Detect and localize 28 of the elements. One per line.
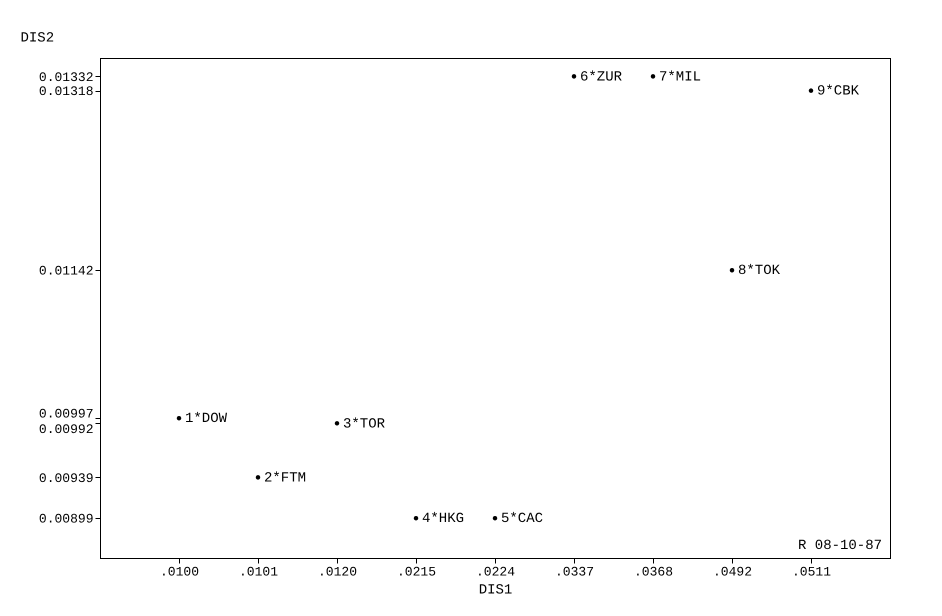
x-tick-label: .0120 <box>318 564 358 580</box>
series-label: 9*CBK <box>817 84 860 100</box>
series-label: 6*ZUR <box>580 69 623 86</box>
y-tick-label: 0.00992 <box>38 422 94 437</box>
y-tick-label: 0.01332 <box>38 70 94 85</box>
x-tick-label: .0224 <box>476 564 516 580</box>
series-label: 1*DOW <box>185 411 228 428</box>
series-label: 5*CAC <box>501 511 544 528</box>
x-tick-label: .0100 <box>160 564 200 580</box>
y-tick-label: 0.00899 <box>38 512 94 527</box>
series-label: 2*FTM <box>264 470 306 486</box>
annotation: R 08-10-87 <box>798 538 882 554</box>
y-tick-label: 0.00997 <box>38 406 94 422</box>
series-label: 3*TOR <box>343 416 386 432</box>
x-tick-label: .0337 <box>554 564 594 580</box>
y-tick-label: 0.01318 <box>38 84 94 100</box>
y-tick-label: 0.00939 <box>38 470 94 486</box>
series-label: 8*TOK <box>738 263 781 280</box>
y-axis-title: DIS2 <box>20 30 54 46</box>
x-tick-label: .0368 <box>634 564 674 580</box>
x-axis-title: DIS1 <box>478 582 512 598</box>
series-label: 4*HKG <box>422 511 464 528</box>
x-tick-label: .0492 <box>712 564 752 580</box>
series-label: 7*MIL <box>659 69 702 86</box>
x-tick-label: .0101 <box>238 564 278 580</box>
x-tick-label: .0511 <box>792 564 832 580</box>
x-tick-label: .0215 <box>396 564 436 580</box>
y-tick-label: 0.01142 <box>38 264 94 279</box>
